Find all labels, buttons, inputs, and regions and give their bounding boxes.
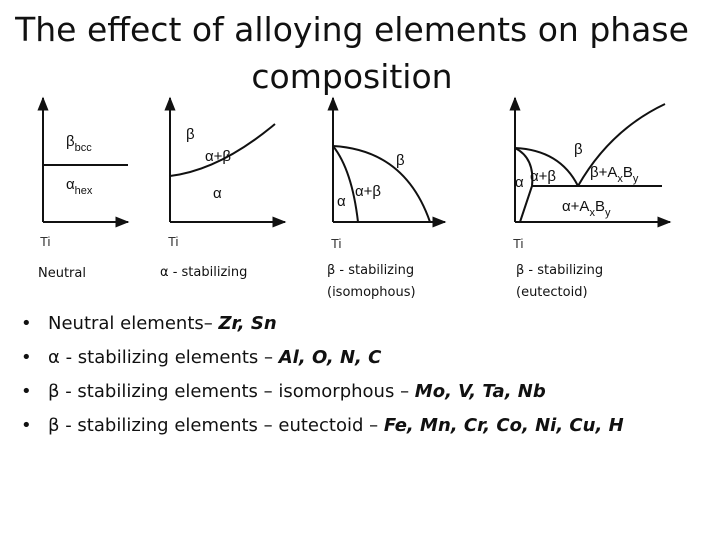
caption: β - stabilizing xyxy=(327,263,414,278)
element-list: Mo, V, Ta, Nb xyxy=(414,381,546,402)
phase-label: α xyxy=(337,193,346,210)
phase-label: β+AxBy xyxy=(590,164,639,185)
element-list: Al, O, N, C xyxy=(278,347,382,368)
phase-text: β xyxy=(396,152,405,169)
slide-title: The effect of alloying elements on phase… xyxy=(15,10,689,96)
phase-text: β+A xyxy=(590,164,617,181)
bullet-text: β - stabilizing elements – eutectoid – xyxy=(48,415,384,436)
bullet: β - stabilizing elements – isomorphous –… xyxy=(0,375,624,409)
phase-label: α+β xyxy=(530,168,556,185)
phase-text: B xyxy=(623,164,633,181)
phase-label: α+β xyxy=(205,148,231,165)
phase-label: β xyxy=(574,141,583,158)
bullet-text: α - stabilizing elements – xyxy=(48,347,279,368)
bullet: Neutral elements– Zr, Sn xyxy=(0,307,624,341)
phase-label: β xyxy=(186,126,195,143)
caption: (eutectoid) xyxy=(516,285,588,300)
subscript: x xyxy=(589,207,595,219)
phase-label: α+β xyxy=(355,183,381,200)
phase-label: βbcc xyxy=(66,133,92,154)
axis-label: Ti xyxy=(513,236,523,251)
subscript: x xyxy=(617,173,623,185)
bullet-text: β - stabilizing elements – isomorphous – xyxy=(48,381,415,402)
phase-text: α+A xyxy=(562,198,589,215)
subscript: y xyxy=(633,173,639,185)
subscript: hex xyxy=(75,185,93,197)
phase-text: α+β xyxy=(205,148,231,165)
subscript: bcc xyxy=(75,142,93,154)
phase-label: α xyxy=(515,174,524,191)
phase-text: α xyxy=(337,193,346,210)
bullet: β - stabilizing elements – eutectoid – F… xyxy=(0,409,624,443)
phase-text: B xyxy=(595,198,605,215)
phase-text: α+β xyxy=(355,183,381,200)
bullet-text: Neutral elements– xyxy=(48,313,219,334)
phase-text: α xyxy=(66,176,75,193)
element-list: Fe, Mn, Cr, Co, Ni, Cu, H xyxy=(383,415,624,436)
axis-label: Ti xyxy=(168,234,178,249)
bullet-list: Neutral elements– Zr, Snα - stabilizing … xyxy=(0,307,624,443)
axis-label: Ti xyxy=(331,236,341,251)
phase-text: β xyxy=(186,126,195,143)
phase-text: α xyxy=(213,185,222,202)
phase-text: β xyxy=(66,133,75,150)
caption: Neutral xyxy=(38,266,86,281)
phase-label: αhex xyxy=(66,176,93,197)
phase-text: β xyxy=(574,141,583,158)
element-list: Zr, Sn xyxy=(218,313,277,334)
caption: α - stabilizing xyxy=(160,265,247,280)
phase-label: β xyxy=(396,152,405,169)
phase-label: α+AxBy xyxy=(562,198,611,219)
phase-text: α xyxy=(515,174,524,191)
phase-label: α xyxy=(213,185,222,202)
caption: β - stabilizing xyxy=(516,263,603,278)
phase-text: α+β xyxy=(530,168,556,185)
caption: (isomophous) xyxy=(327,285,416,300)
bullet: α - stabilizing elements – Al, O, N, C xyxy=(0,341,624,375)
subscript: y xyxy=(605,207,611,219)
phase-boundaries xyxy=(37,96,672,228)
axis-label: Ti xyxy=(40,234,50,249)
